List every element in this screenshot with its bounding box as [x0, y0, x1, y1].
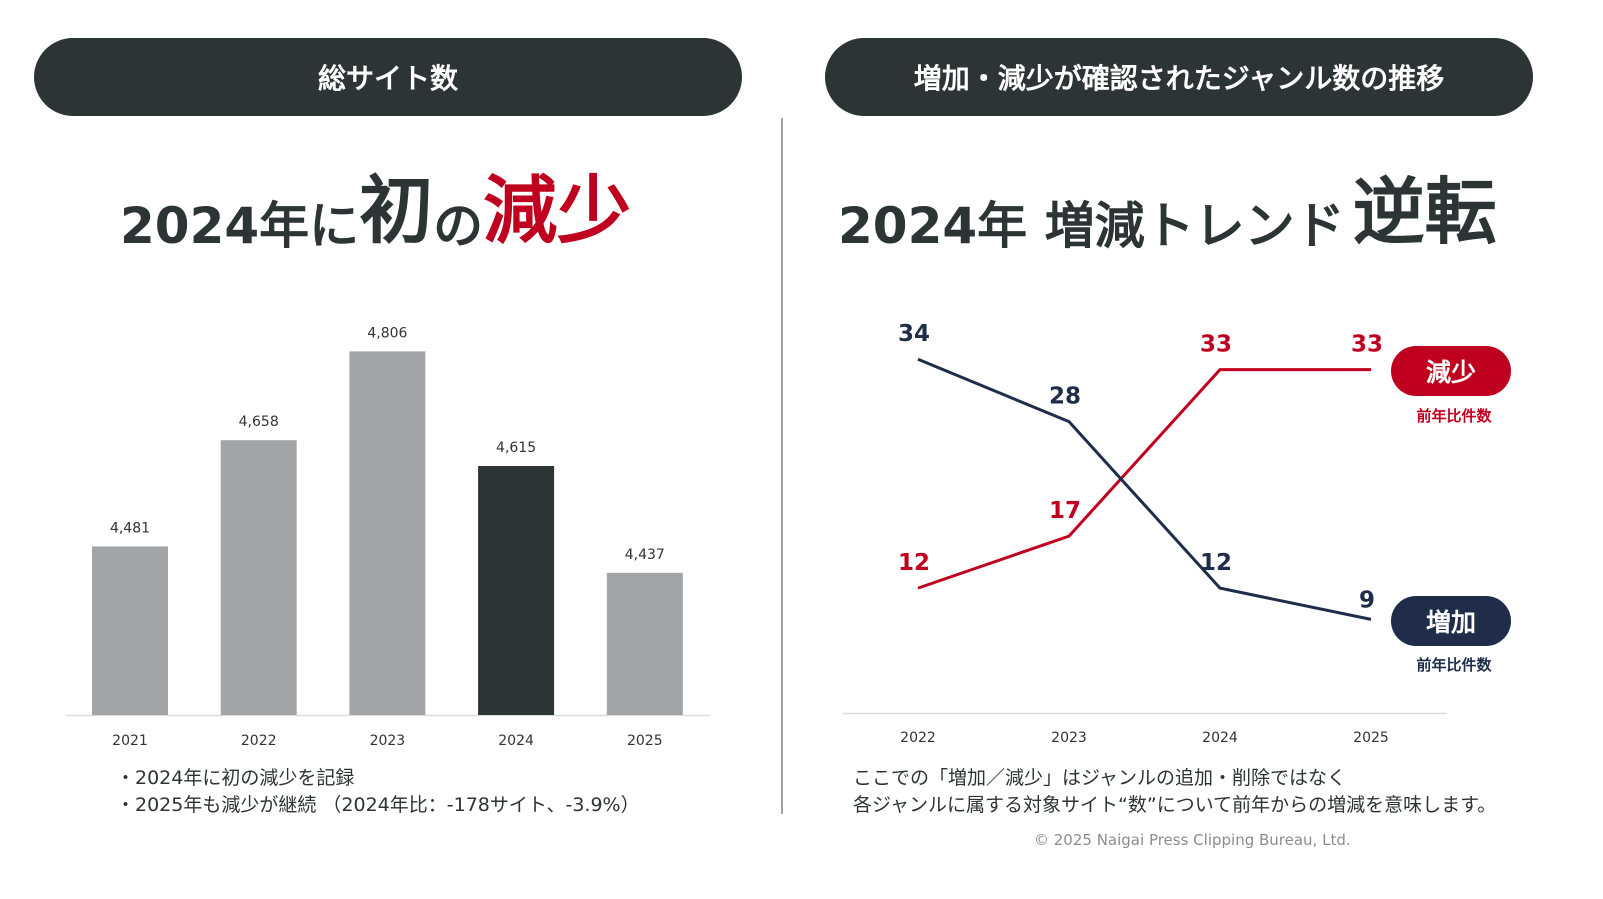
bar-value-label: 4,658 — [239, 414, 279, 430]
left-headline: 2024年に 初 の 減少 — [120, 168, 631, 258]
bar-value-label: 4,615 — [496, 440, 536, 456]
legend-decrease: 減少 — [1391, 346, 1511, 396]
headline-text: 2024年 増減トレンド — [838, 197, 1345, 255]
series-line-decrease — [917, 368, 1371, 590]
legend-increase-sub: 前年比件数 — [1416, 656, 1492, 674]
note: ・2025年も減少が継続 （2024年比：-178サイト、-3.9%） — [116, 794, 640, 816]
bar-2023 — [349, 351, 426, 715]
bar-x-tick: 2021 — [112, 733, 148, 749]
line-x-tick: 2023 — [1051, 730, 1087, 746]
divider — [781, 118, 783, 814]
legend-increase: 増加 — [1391, 596, 1511, 646]
note: 各ジャンルに属する対象サイト“数”について前年からの増減を意味します。 — [853, 794, 1497, 816]
note: ・2024年に初の減少を記録 — [116, 767, 355, 789]
point-label: 34 — [898, 321, 930, 347]
point-label: 17 — [1049, 498, 1081, 524]
point-label: 12 — [1200, 550, 1232, 576]
headline-text: 2024年に — [120, 197, 360, 255]
headline-emphasis: 逆転 — [1352, 170, 1497, 254]
bar-2022 — [220, 440, 297, 715]
point-label: 33 — [1351, 332, 1383, 358]
point-label: 33 — [1200, 332, 1232, 358]
bar-x-tick: 2022 — [241, 733, 277, 749]
line-x-tick: 2024 — [1202, 730, 1238, 746]
right-notes: ここでの「増加／減少」はジャンルの追加・削除ではなく 各ジャンルに属する対象サイ… — [853, 765, 1496, 819]
bar-x-tick: 2023 — [370, 733, 406, 749]
line-x-tick: 2025 — [1353, 730, 1389, 746]
bar-value-label: 4,481 — [110, 520, 150, 536]
headline-emphasis: 減少 — [483, 168, 632, 254]
headline-text: の — [433, 197, 484, 255]
legend-decrease-sub: 前年比件数 — [1416, 407, 1492, 425]
point-label: 12 — [898, 550, 930, 576]
line-x-tick: 2022 — [900, 730, 936, 746]
point-label: 9 — [1359, 587, 1375, 613]
left-header: 総サイト数 — [34, 38, 742, 116]
right-header: 増加・減少が確認されたジャンル数の推移 — [825, 38, 1533, 116]
bar-2025 — [606, 572, 683, 715]
bar-x-tick: 2025 — [627, 733, 663, 749]
right-headline: 2024年 増減トレンド 逆転 — [838, 168, 1497, 258]
copyright: © 2025 Naigai Press Clipping Bureau, Ltd… — [1034, 831, 1351, 849]
bar-2021 — [92, 546, 168, 715]
note: ここでの「増加／減少」はジャンルの追加・削除ではなく — [853, 767, 1347, 789]
series-line-increase — [917, 357, 1372, 621]
bar-2024 — [478, 466, 555, 715]
left-notes: ・2024年に初の減少を記録 ・2025年も減少が継続 （2024年比：-178… — [116, 765, 640, 819]
headline-text: 初 — [359, 168, 434, 254]
point-label: 28 — [1049, 384, 1081, 410]
bar-x-tick: 2024 — [498, 733, 534, 749]
bar-value-label: 4,437 — [625, 547, 665, 563]
bar-value-label: 4,806 — [367, 325, 407, 341]
